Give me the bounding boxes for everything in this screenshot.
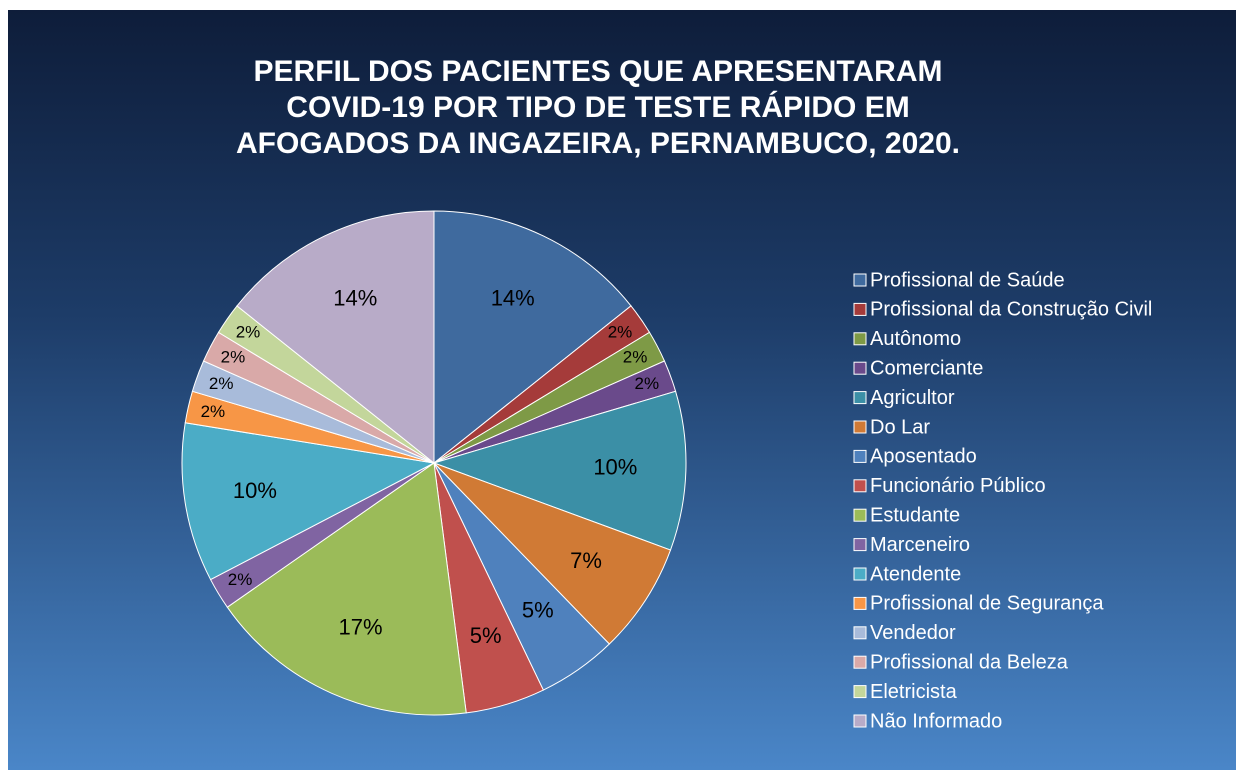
data-label: 10% [233,478,277,503]
data-label: 2% [221,348,246,367]
legend-swatch [853,273,867,287]
data-label: 10% [593,455,637,480]
pie-slice [236,210,435,465]
legend-swatch [853,567,867,581]
pie-slice [433,462,672,645]
data-label: 14% [491,285,535,310]
legend-swatch [853,332,867,346]
legend-swatch [853,361,867,375]
legend-swatch [853,391,867,405]
legend-label: Atendente [870,563,961,585]
legend-swatch [853,508,867,522]
pie-slice [433,210,632,465]
data-label: 5% [470,623,502,648]
legend-swatch [853,420,867,434]
legend-label: Autônomo [870,328,961,350]
chart: 14% 2% 2% 2% 10% 7% 5% 5% 17% 2% 10% 2% 2% 2% 2% 14% Pro… [181,210,1152,732]
legend-label: Do Lar [870,416,930,438]
legend-swatch [853,449,867,463]
legend-swatch [853,479,867,493]
legend-label: Profissional de Saúde [870,269,1065,291]
data-label: 2% [209,374,234,393]
legend-swatch [853,714,867,728]
legend-label: Agricultor [870,387,955,409]
data-label: 14% [333,285,377,310]
data-label: 2% [635,374,660,393]
data-label: 17% [339,615,383,640]
legend-swatch [853,596,867,610]
data-label: 7% [570,548,602,573]
chart-area: 14% 2% 2% 2% 10% 7% 5% 5% 17% 2% 10% 2% 2% 2% 2% 14% Pro… [8,10,1236,770]
legend-label: Marceneiro [870,534,970,556]
legend-swatch [853,538,867,552]
legend-label: Vendedor [870,622,956,644]
legend-swatch [853,655,867,669]
chart-title: PERFIL DOS PACIENTES QUE APRESENTARAM CO… [236,55,960,160]
data-label: 2% [623,348,648,367]
data-label: 2% [228,570,253,589]
legend-swatch [853,685,867,699]
pie-slice [226,462,467,716]
legend-label: Profissional da Construção Civil [870,299,1152,321]
data-label: 5% [522,598,554,623]
data-label: 2% [201,402,226,421]
legend-swatch [853,302,867,316]
legend-label: Profissional da Beleza [870,651,1069,673]
legend-label: Comerciante [870,357,983,379]
data-label: 2% [236,323,261,342]
legend-label: Não Informado [870,710,1002,732]
legend-label: Eletricista [870,681,958,703]
pie-slice [181,422,436,581]
legend-label: Estudante [870,504,960,526]
pie-slice [432,390,687,551]
legend-label: Aposentado [870,446,977,468]
legend-label: Profissional de Segurança [870,593,1104,615]
legend-swatch [853,626,867,640]
data-label: 2% [608,323,633,342]
legend-label: Funcionário Público [870,475,1046,497]
